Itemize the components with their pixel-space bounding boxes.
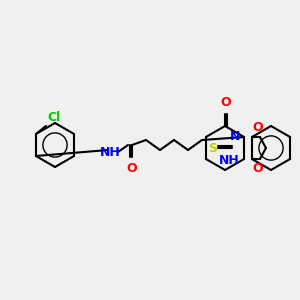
Text: O: O bbox=[221, 96, 231, 109]
Text: O: O bbox=[253, 121, 263, 134]
Text: N: N bbox=[230, 130, 240, 142]
Text: NH: NH bbox=[219, 154, 240, 167]
Text: NH: NH bbox=[100, 146, 120, 158]
Text: O: O bbox=[127, 162, 137, 175]
Text: S: S bbox=[208, 142, 217, 154]
Text: Cl: Cl bbox=[47, 111, 60, 124]
Text: O: O bbox=[253, 162, 263, 175]
